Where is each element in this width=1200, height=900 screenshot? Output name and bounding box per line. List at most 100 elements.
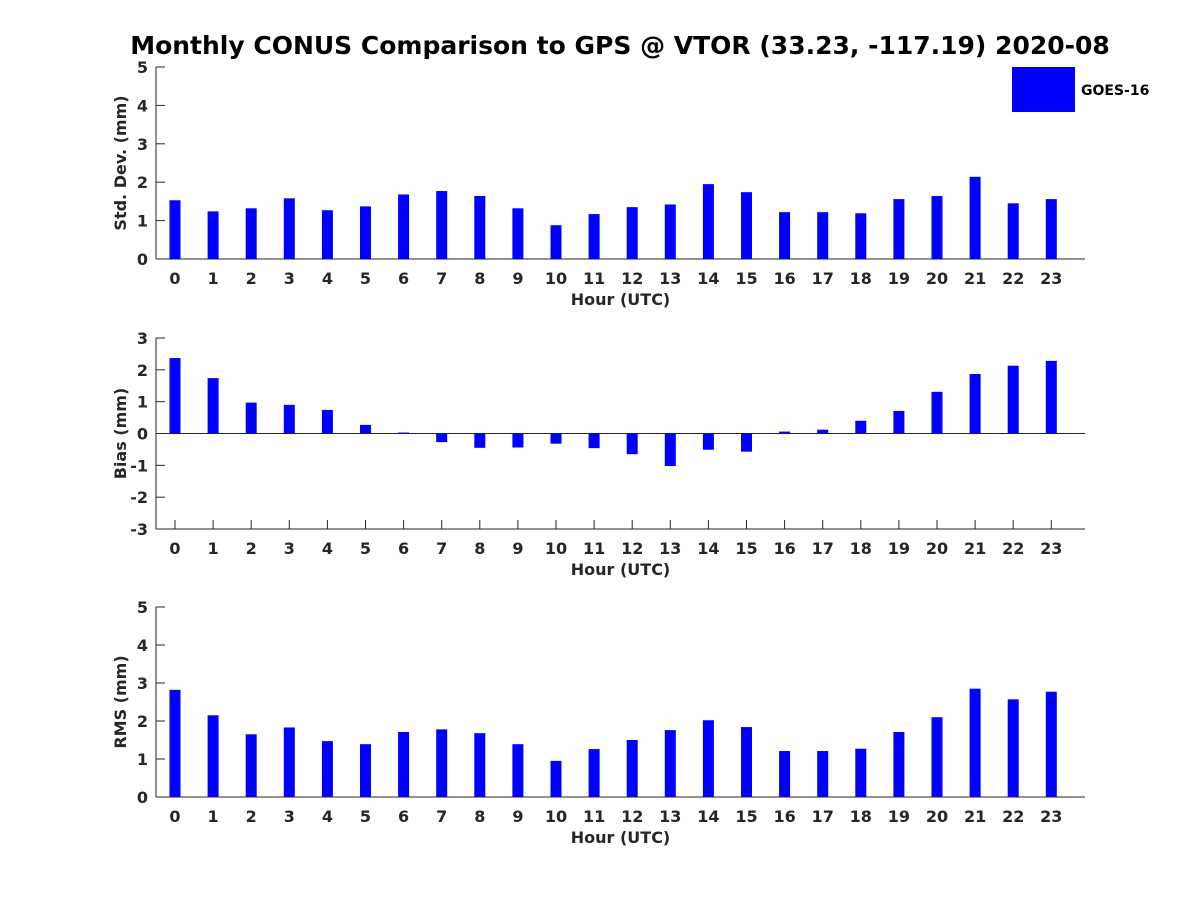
x-tick-label: 6: [398, 539, 409, 558]
x-tick-label: 13: [659, 539, 681, 558]
x-tick-label: 17: [812, 807, 834, 826]
bar: [855, 420, 867, 434]
y-tick-label: 3: [137, 674, 148, 693]
y-tick-label: 5: [137, 598, 148, 617]
bar: [550, 225, 562, 259]
bar: [436, 433, 448, 443]
x-tick-label: 8: [474, 539, 485, 558]
bar: [893, 410, 905, 434]
bar: [1045, 691, 1057, 797]
bar: [169, 358, 181, 434]
x-tick-label: 19: [888, 269, 910, 288]
x-tick-label: 13: [659, 269, 681, 288]
bar: [855, 213, 867, 259]
x-tick-label: 7: [436, 269, 447, 288]
bar: [169, 689, 181, 797]
x-tick-label: 9: [512, 269, 523, 288]
bar: [321, 210, 333, 259]
x-tick-label: 5: [360, 269, 371, 288]
y-tick-label: -1: [130, 456, 148, 475]
bar: [1045, 360, 1057, 434]
bar: [817, 751, 829, 797]
bar: [474, 196, 486, 259]
x-tick-label: 8: [474, 807, 485, 826]
bar: [321, 409, 333, 434]
x-tick-label: 10: [545, 269, 567, 288]
y-tick-label: 1: [137, 393, 148, 412]
bar: [817, 429, 829, 434]
y-tick-label: 2: [137, 173, 148, 192]
bar: [969, 373, 981, 434]
bar: [817, 212, 829, 259]
bar: [969, 688, 981, 797]
x-tick-label: 20: [926, 807, 948, 826]
bar: [855, 748, 867, 797]
x-tick-label: 20: [926, 539, 948, 558]
x-tick-label: 7: [436, 539, 447, 558]
bar: [1045, 199, 1057, 259]
x-tick-label: 21: [964, 269, 986, 288]
x-axis-label: Hour (UTC): [571, 290, 671, 309]
x-tick-label: 5: [360, 539, 371, 558]
bar: [207, 715, 219, 797]
bar: [207, 378, 219, 434]
y-tick-label: -3: [130, 520, 148, 539]
y-tick-label: 3: [137, 135, 148, 154]
bar: [360, 744, 371, 797]
bar: [1007, 699, 1019, 797]
bar: [741, 433, 752, 452]
x-tick-label: 22: [1002, 807, 1024, 826]
x-tick-label: 16: [773, 269, 795, 288]
x-tick-label: 0: [169, 269, 180, 288]
x-tick-label: 19: [888, 539, 910, 558]
x-tick-label: 8: [474, 269, 485, 288]
y-tick-label: 1: [137, 212, 148, 231]
x-tick-label: 12: [621, 807, 643, 826]
x-tick-label: 10: [545, 539, 567, 558]
x-tick-label: 15: [735, 807, 757, 826]
x-tick-label: 4: [322, 539, 333, 558]
x-tick-label: 13: [659, 807, 681, 826]
x-axis-label: Hour (UTC): [571, 560, 671, 579]
bar: [1007, 203, 1019, 259]
y-tick-label: 3: [137, 329, 148, 348]
y-tick-label: 0: [137, 425, 148, 444]
x-tick-label: 18: [850, 269, 872, 288]
bar: [588, 214, 600, 259]
bar: [207, 211, 219, 259]
x-tick-label: 16: [773, 539, 795, 558]
y-axis-label: Std. Dev. (mm): [111, 95, 130, 230]
x-tick-label: 10: [545, 807, 567, 826]
bar: [245, 402, 257, 434]
bar: [588, 749, 600, 797]
x-tick-label: 16: [773, 807, 795, 826]
bar: [702, 184, 714, 259]
x-tick-label: 4: [322, 807, 333, 826]
bar: [398, 194, 410, 259]
bar: [779, 212, 791, 259]
bar: [398, 732, 410, 797]
x-tick-label: 12: [621, 269, 643, 288]
x-tick-label: 20: [926, 269, 948, 288]
bar: [360, 424, 371, 434]
x-tick-label: 2: [246, 539, 257, 558]
x-tick-label: 3: [284, 269, 295, 288]
y-axis-label: RMS (mm): [111, 655, 130, 748]
bar: [741, 727, 752, 797]
bar: [664, 433, 676, 466]
y-tick-label: 2: [137, 712, 148, 731]
x-tick-label: 11: [583, 269, 605, 288]
x-tick-label: 3: [284, 807, 295, 826]
x-tick-label: 19: [888, 807, 910, 826]
bar: [626, 433, 638, 455]
bar: [245, 208, 257, 259]
y-tick-label: 5: [137, 58, 148, 77]
bar: [664, 204, 676, 259]
x-tick-label: 6: [398, 807, 409, 826]
y-tick-label: 0: [137, 250, 148, 269]
bar: [779, 751, 791, 797]
bar: [893, 199, 905, 259]
